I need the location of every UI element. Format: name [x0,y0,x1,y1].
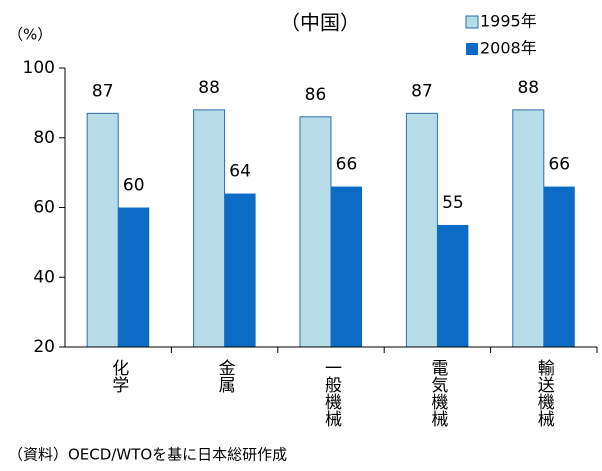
y-tick-label: 40 [33,267,55,287]
source-note: （資料）OECD/WTOを基に日本総研作成 [8,446,287,464]
x-tick-label: 輸送機械 [534,359,555,427]
bar [118,207,150,347]
legend-label: 2008年 [480,39,537,58]
y-axis-label: （%） [8,26,52,44]
x-tick-label: 電気機械 [427,359,448,427]
legend-label: 1995年 [480,12,537,31]
bar [437,224,469,347]
data-label: 87 [411,81,433,101]
data-label: 88 [198,78,220,98]
bar [543,186,575,347]
bar [86,112,119,348]
data-label: 86 [305,85,327,105]
data-label: 66 [548,155,570,175]
x-tick-label: 金属 [215,359,236,393]
y-tick-label: 60 [33,198,55,218]
chart-title: （中国） [280,11,360,35]
data-label: 87 [92,81,114,101]
y-tick-label: 20 [33,337,55,357]
bar [405,112,438,348]
y-tick-label: 100 [23,58,55,78]
y-tick-label: 80 [33,128,55,148]
x-tick-label: 化学 [108,359,129,393]
bar [193,109,226,348]
data-label: 88 [517,78,539,98]
data-label: 64 [229,162,251,182]
data-label: 66 [336,155,358,175]
bar [512,109,545,348]
legend-swatch [466,43,478,55]
data-label: 55 [442,193,464,213]
bar [331,186,362,347]
x-tick-label: 一般機械 [321,359,342,427]
bar [299,116,332,348]
data-label: 60 [123,176,145,196]
bar [224,193,256,347]
legend-swatch [465,15,479,29]
